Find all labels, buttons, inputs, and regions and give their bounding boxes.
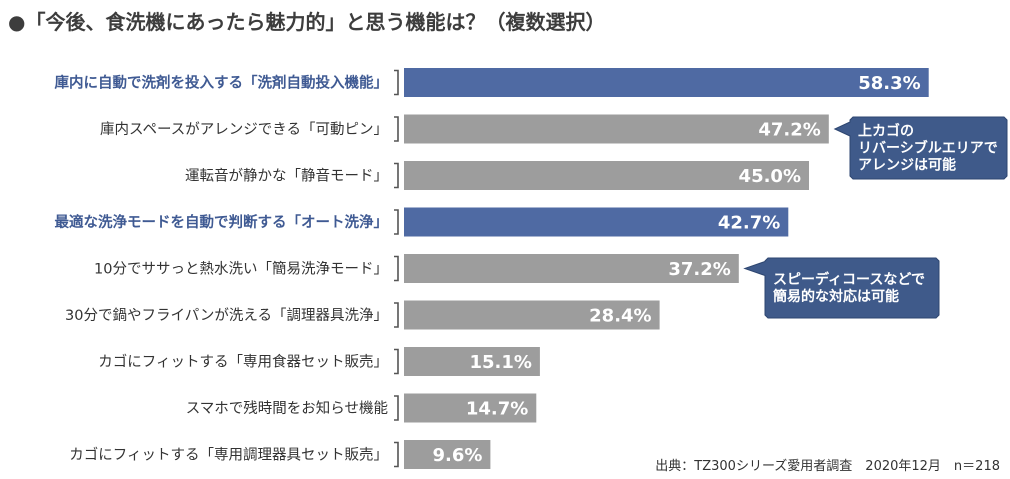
bar-row: カゴにフィットする「専用調理器具セット販売」 9.6% (69, 440, 491, 469)
category-label: 最適な洗浄モードを自動で判断する「オート洗浄」 (55, 213, 389, 231)
bar (404, 300, 660, 330)
bar (404, 393, 537, 423)
bar-value-label: 37.2% (668, 259, 730, 280)
bar-value-label: 58.3% (858, 73, 920, 94)
bar (404, 207, 789, 237)
callout-text: 簡易的な対応は可能 (773, 288, 899, 305)
callout-box (743, 257, 940, 319)
category-label: 庫内スペースがアレンジできる「可動ピン」 (100, 121, 388, 138)
category-bracket (394, 162, 399, 189)
callout-box (833, 116, 1008, 180)
bar (404, 254, 739, 283)
bar-value-label: 42.7% (718, 213, 780, 234)
callout-text: アレンジは可能 (858, 157, 956, 174)
bar (404, 114, 829, 144)
bar (404, 68, 929, 97)
category-label: カゴにフィットする「専用食器セット販売」 (98, 353, 388, 371)
callout-text: スピーディコースなどで (773, 271, 925, 288)
category-bracket (394, 302, 399, 328)
bar (404, 440, 491, 469)
category-bracket (394, 395, 399, 421)
category-bracket (394, 255, 399, 282)
category-label: スマホで残時間をお知らせ機能 (186, 400, 388, 417)
bar-row: 30分で鍋やフライパンが洗える「調理器具洗浄」 28.4% (65, 300, 660, 330)
chart-title: ●「今後、食洗機にあったら魅力的」と思う機能は？（複数選択） (8, 10, 605, 34)
callout-text: 上カゴの (858, 123, 914, 140)
bar-value-label: 14.7% (466, 399, 528, 420)
category-bracket (394, 209, 399, 235)
callouts: 上カゴのリバーシブルエリアでアレンジは可能スピーディコースなどで簡易的な対応は可… (743, 116, 1008, 319)
bar-row: 庫内に自動で洗剤を投入する「洗剤自動投入機能」 58.3% (55, 68, 929, 97)
bar-row: カゴにフィットする「専用食器セット販売」 15.1% (98, 347, 540, 376)
bar-value-label: 15.1% (469, 352, 531, 373)
bar-value-label: 9.6% (432, 445, 482, 466)
bar-row: 最適な洗浄モードを自動で判断する「オート洗浄」 42.7% (55, 207, 789, 237)
category-label: 庫内に自動で洗剤を投入する「洗剤自動投入機能」 (55, 74, 389, 92)
category-label: 30分で鍋やフライパンが洗える「調理器具洗浄」 (65, 307, 388, 324)
category-bracket (394, 441, 399, 468)
category-label: 運転音が静かな「静音モード」 (185, 168, 388, 185)
bar-value-label: 28.4% (589, 306, 651, 327)
bar-row: 10分でササっと熱水洗い「簡易洗浄モード」 37.2% (94, 254, 739, 283)
category-bracket (394, 116, 399, 142)
callout-text: リバーシブルエリアで (858, 140, 998, 157)
bar-value-label: 45.0% (739, 166, 801, 187)
bar-row: 運転音が静かな「静音モード」 45.0% (185, 161, 809, 190)
category-label: カゴにフィットする「専用調理器具セット販売」 (69, 446, 388, 464)
category-bracket (394, 348, 399, 375)
chart-rows: 庫内に自動で洗剤を投入する「洗剤自動投入機能」 58.3% 庫内スペースがアレンジで… (55, 68, 929, 469)
bar-row: 庫内スペースがアレンジできる「可動ピン」 47.2% (100, 114, 829, 144)
bar-row: スマホで残時間をお知らせ機能 14.7% (186, 393, 537, 423)
bar (404, 161, 809, 190)
category-label: 10分でササっと熱水洗い「簡易洗浄モード」 (94, 261, 388, 278)
source-note: 出典：TZ300シリーズ愛用者調査 2020年12月 n＝218 (655, 458, 1000, 474)
bar-value-label: 47.2% (758, 120, 820, 141)
category-bracket (394, 69, 399, 96)
bar (404, 347, 540, 376)
